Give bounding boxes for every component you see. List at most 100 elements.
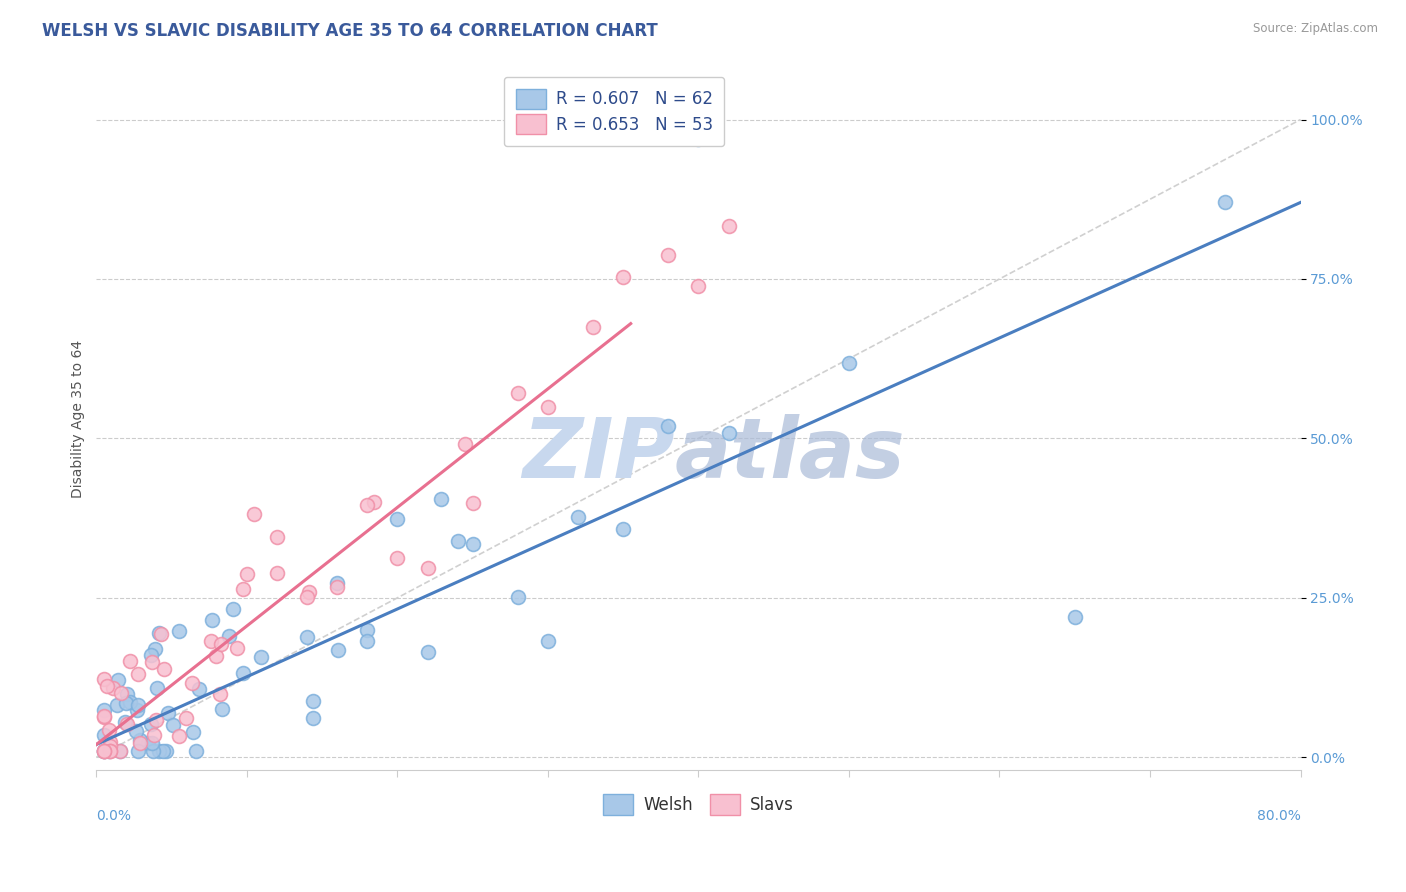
Point <box>612 522 634 536</box>
Point <box>612 269 634 284</box>
Point <box>93 709 115 723</box>
Point <box>127 667 149 681</box>
Point <box>838 356 860 370</box>
Point <box>326 575 349 590</box>
Point <box>141 655 163 669</box>
Point <box>302 711 325 725</box>
Point <box>302 694 325 708</box>
Point <box>717 425 740 440</box>
Point <box>461 496 484 510</box>
Point <box>93 744 115 758</box>
Point <box>97 723 120 737</box>
Point <box>98 744 121 758</box>
Point <box>146 681 169 695</box>
Point <box>1063 610 1085 624</box>
Text: atlas: atlas <box>675 414 905 495</box>
Point <box>105 698 128 712</box>
Point <box>209 637 232 651</box>
Point <box>143 641 166 656</box>
Point <box>295 591 318 605</box>
Point <box>152 744 174 758</box>
Point <box>107 673 129 687</box>
Point <box>430 491 453 506</box>
Point <box>93 672 115 686</box>
Point <box>717 219 740 233</box>
Point <box>222 602 245 616</box>
Point <box>141 736 163 750</box>
Point <box>157 706 180 720</box>
Point <box>98 735 121 749</box>
Point <box>416 560 439 574</box>
Point <box>142 744 165 758</box>
Point <box>218 629 240 643</box>
Point <box>211 702 233 716</box>
Point <box>96 680 118 694</box>
Point <box>298 585 321 599</box>
Point <box>93 744 115 758</box>
Point <box>1213 195 1236 210</box>
Y-axis label: Disability Age 35 to 64: Disability Age 35 to 64 <box>72 340 86 499</box>
Point <box>326 642 349 657</box>
Point <box>93 710 115 724</box>
Point <box>101 681 124 695</box>
Point <box>114 714 136 729</box>
Point <box>181 675 204 690</box>
Point <box>205 648 228 663</box>
Point <box>93 744 115 758</box>
Point <box>416 645 439 659</box>
Point <box>162 718 184 732</box>
Text: ZIP: ZIP <box>522 414 675 495</box>
Point <box>181 725 204 739</box>
Point <box>98 739 121 753</box>
Point <box>186 744 208 758</box>
Point <box>356 623 378 637</box>
Text: Source: ZipAtlas.com: Source: ZipAtlas.com <box>1253 22 1378 36</box>
Text: 80.0%: 80.0% <box>1257 808 1301 822</box>
Point <box>114 696 136 710</box>
Point <box>249 649 271 664</box>
Point <box>93 744 115 758</box>
Point <box>232 665 254 680</box>
Point <box>127 744 149 758</box>
Point <box>148 626 170 640</box>
Point <box>174 711 197 725</box>
Text: WELSH VS SLAVIC DISABILITY AGE 35 TO 64 CORRELATION CHART: WELSH VS SLAVIC DISABILITY AGE 35 TO 64 … <box>42 22 658 40</box>
Point <box>124 724 146 739</box>
Point <box>93 728 115 742</box>
Point <box>115 687 138 701</box>
Point <box>139 716 162 731</box>
Point <box>155 744 177 758</box>
Point <box>326 580 349 594</box>
Point <box>454 437 477 451</box>
Point <box>142 728 165 742</box>
Point <box>93 744 115 758</box>
Point <box>243 507 266 521</box>
Point <box>506 591 529 605</box>
Point <box>209 687 232 701</box>
Point <box>567 510 589 524</box>
Point <box>446 533 468 548</box>
Point <box>115 716 138 731</box>
Point <box>295 630 318 644</box>
Point <box>127 702 149 716</box>
Point <box>688 279 710 293</box>
Point <box>506 386 529 401</box>
Point <box>657 419 679 434</box>
Point <box>537 400 560 414</box>
Point <box>152 662 174 676</box>
Point <box>128 732 150 747</box>
Point <box>138 736 160 750</box>
Point <box>363 495 385 509</box>
Point <box>266 530 288 544</box>
Point <box>108 744 131 758</box>
Legend: Welsh, Slavs: Welsh, Slavs <box>593 784 803 825</box>
Point <box>93 703 115 717</box>
Point <box>120 654 142 668</box>
Point <box>167 729 190 743</box>
Point <box>356 498 378 512</box>
Point <box>129 736 152 750</box>
Point <box>110 686 132 700</box>
Point <box>188 682 211 697</box>
Point <box>236 567 259 582</box>
Point <box>387 511 409 525</box>
